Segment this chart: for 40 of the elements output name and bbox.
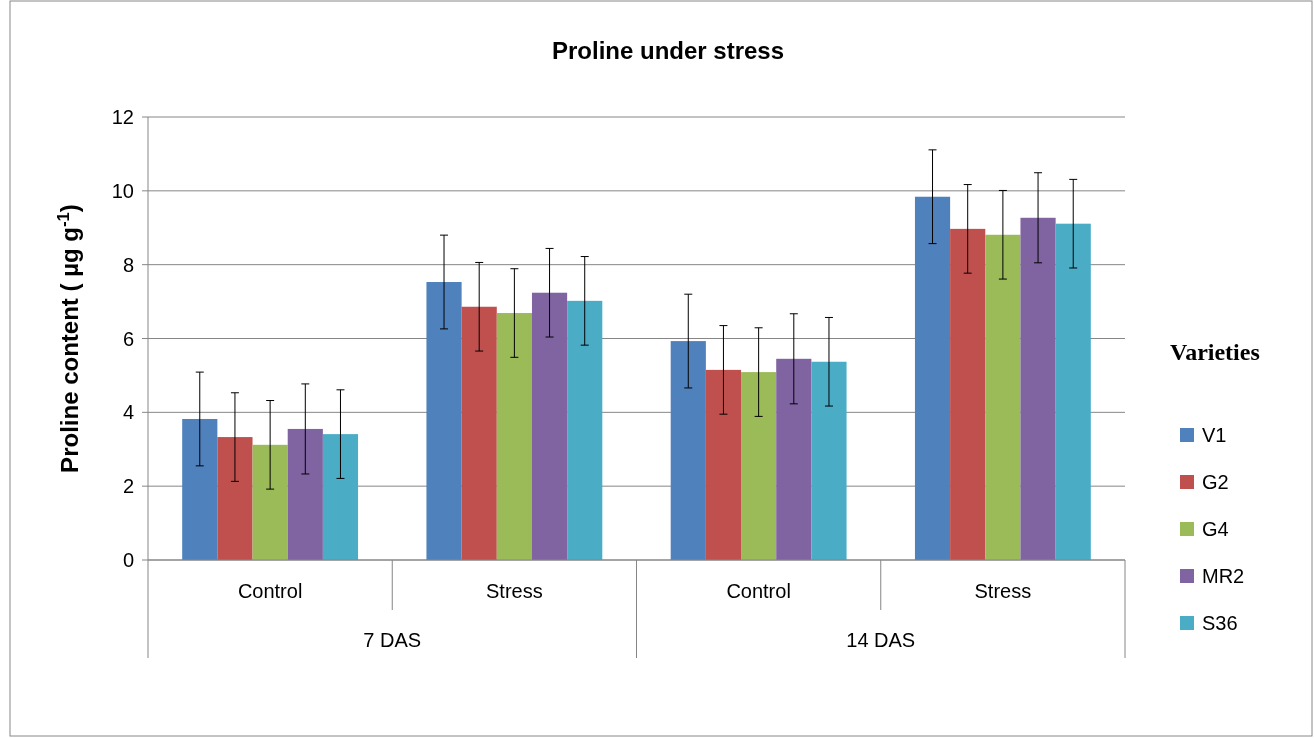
legend-label: MR2: [1202, 565, 1245, 587]
bar: [426, 282, 462, 560]
y-tick-label: 12: [111, 106, 134, 128]
y-tick-label: 10: [111, 179, 134, 202]
bar: [950, 228, 986, 560]
bar: [287, 428, 323, 560]
text: 7 DAS: [363, 629, 422, 651]
bar: [914, 196, 951, 560]
text: 14 DAS: [846, 629, 916, 651]
legend-title: Varieties: [1170, 339, 1260, 365]
x-tick-label: Control: [237, 580, 303, 602]
x-tick-label: Control: [726, 580, 791, 602]
bar: [811, 361, 847, 560]
y-tick-label: 6: [122, 327, 134, 350]
x-tick-label: Stress: [974, 580, 1032, 602]
bar: [567, 300, 603, 560]
legend-label: V1: [1202, 424, 1227, 446]
bar: [182, 418, 218, 560]
bar: [705, 369, 742, 560]
bar: [1055, 223, 1091, 560]
y-tick-label: 0: [122, 549, 134, 571]
bar: [531, 292, 568, 560]
y-tick-label: 4: [122, 401, 134, 424]
bar: [496, 313, 532, 560]
legend-label: G4: [1202, 518, 1229, 540]
bar: [985, 234, 1021, 560]
bar: [1020, 217, 1056, 560]
bar: [741, 372, 777, 560]
bar: [252, 444, 288, 560]
bar: [670, 341, 706, 560]
y-tick-label: 2: [122, 475, 134, 498]
bar: [217, 437, 253, 560]
bar: [461, 306, 497, 560]
y-tick-label: 8: [122, 253, 134, 276]
bar: [776, 358, 812, 560]
bar: [322, 434, 359, 560]
legend-label: S36: [1202, 612, 1238, 634]
legend-label: G2: [1202, 471, 1229, 493]
chart-title: Proline under stress: [551, 37, 785, 64]
x-tick-label: Stress: [486, 580, 543, 602]
